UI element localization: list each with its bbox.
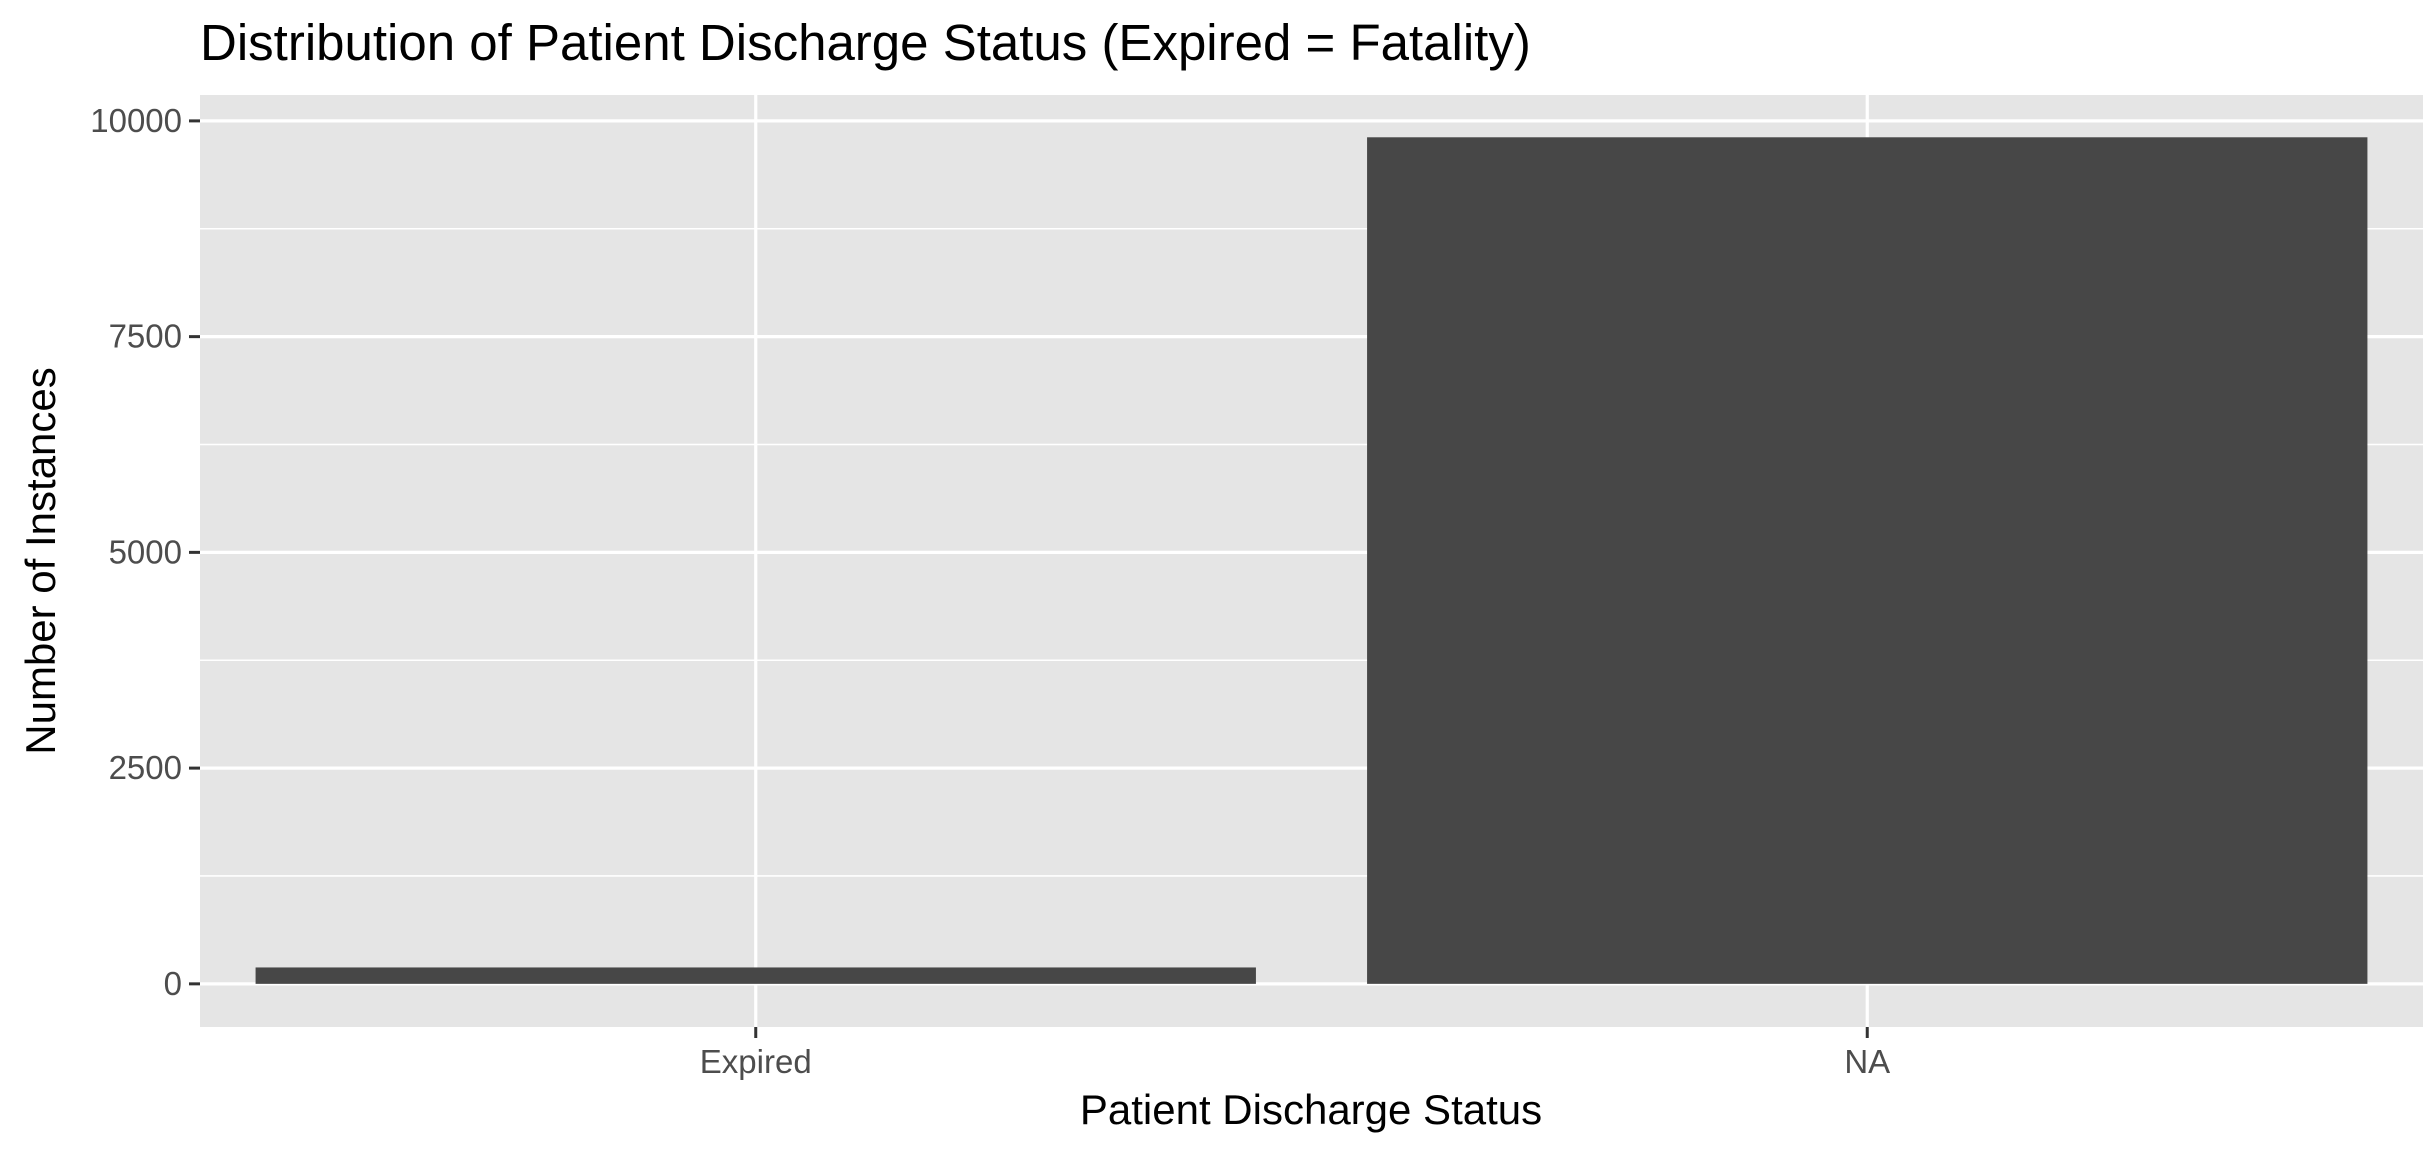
y-axis-title: Number of Instances (17, 367, 64, 755)
bars (255, 137, 2368, 984)
x-axis: Expired NA (700, 1027, 1890, 1080)
bar-na (1367, 137, 2368, 984)
bar-expired (255, 967, 1256, 984)
x-tick-label: NA (1844, 1043, 1890, 1080)
y-tick-label: 2500 (109, 749, 182, 786)
y-tick-label: 0 (164, 965, 182, 1002)
y-tick-label: 5000 (109, 533, 182, 570)
x-axis-title: Patient Discharge Status (1080, 1086, 1542, 1133)
y-tick-label: 7500 (109, 318, 182, 355)
y-tick-label: 10000 (90, 102, 182, 139)
chart-title: Distribution of Patient Discharge Status… (200, 14, 1531, 71)
y-axis: 0 2500 5000 7500 10000 (90, 102, 200, 1002)
x-tick-label: Expired (700, 1043, 812, 1080)
